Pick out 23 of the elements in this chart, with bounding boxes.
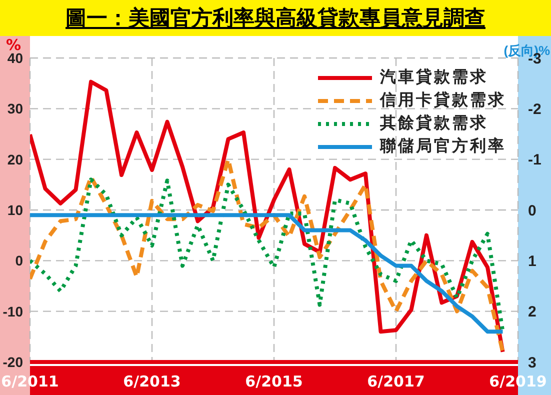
y-tick-label: 0 bbox=[15, 252, 24, 269]
line-series bbox=[30, 213, 505, 334]
legend-label: 信用卡貸款需求 bbox=[380, 90, 506, 111]
y2-tick-label: 2 bbox=[528, 304, 536, 321]
y-tick-label: 30 bbox=[7, 100, 24, 117]
x-tick-label: 6/2011 bbox=[1, 372, 59, 391]
x-tick-label: 6/2017 bbox=[367, 372, 425, 391]
y-tick-label: -20 bbox=[2, 354, 24, 370]
x-tick-label: 6/2013 bbox=[123, 372, 181, 391]
y-tick-label: 10 bbox=[7, 202, 24, 218]
chart-title: 圖一：美國官方利率與高級貸款專員意見調查 bbox=[64, 5, 486, 32]
y-tick-label: -10 bbox=[2, 303, 24, 320]
x-tick-label: 6/2019 bbox=[489, 372, 547, 391]
legend-label: 汽車貸款需求 bbox=[380, 67, 488, 88]
y-tick-label: 20 bbox=[7, 151, 24, 168]
y2-tick-label: -1 bbox=[528, 152, 542, 169]
y2-tick-label: 3 bbox=[528, 354, 536, 372]
legend-label: 其餘貸款需求 bbox=[380, 113, 488, 134]
y2-tick-label: 1 bbox=[528, 252, 536, 270]
x-tick-label: 6/2015 bbox=[245, 372, 303, 391]
y2-tick-label: 0 bbox=[528, 202, 536, 220]
legend-label: 聯儲局官方利率 bbox=[380, 136, 506, 157]
y2-tick-label: -2 bbox=[528, 100, 542, 118]
